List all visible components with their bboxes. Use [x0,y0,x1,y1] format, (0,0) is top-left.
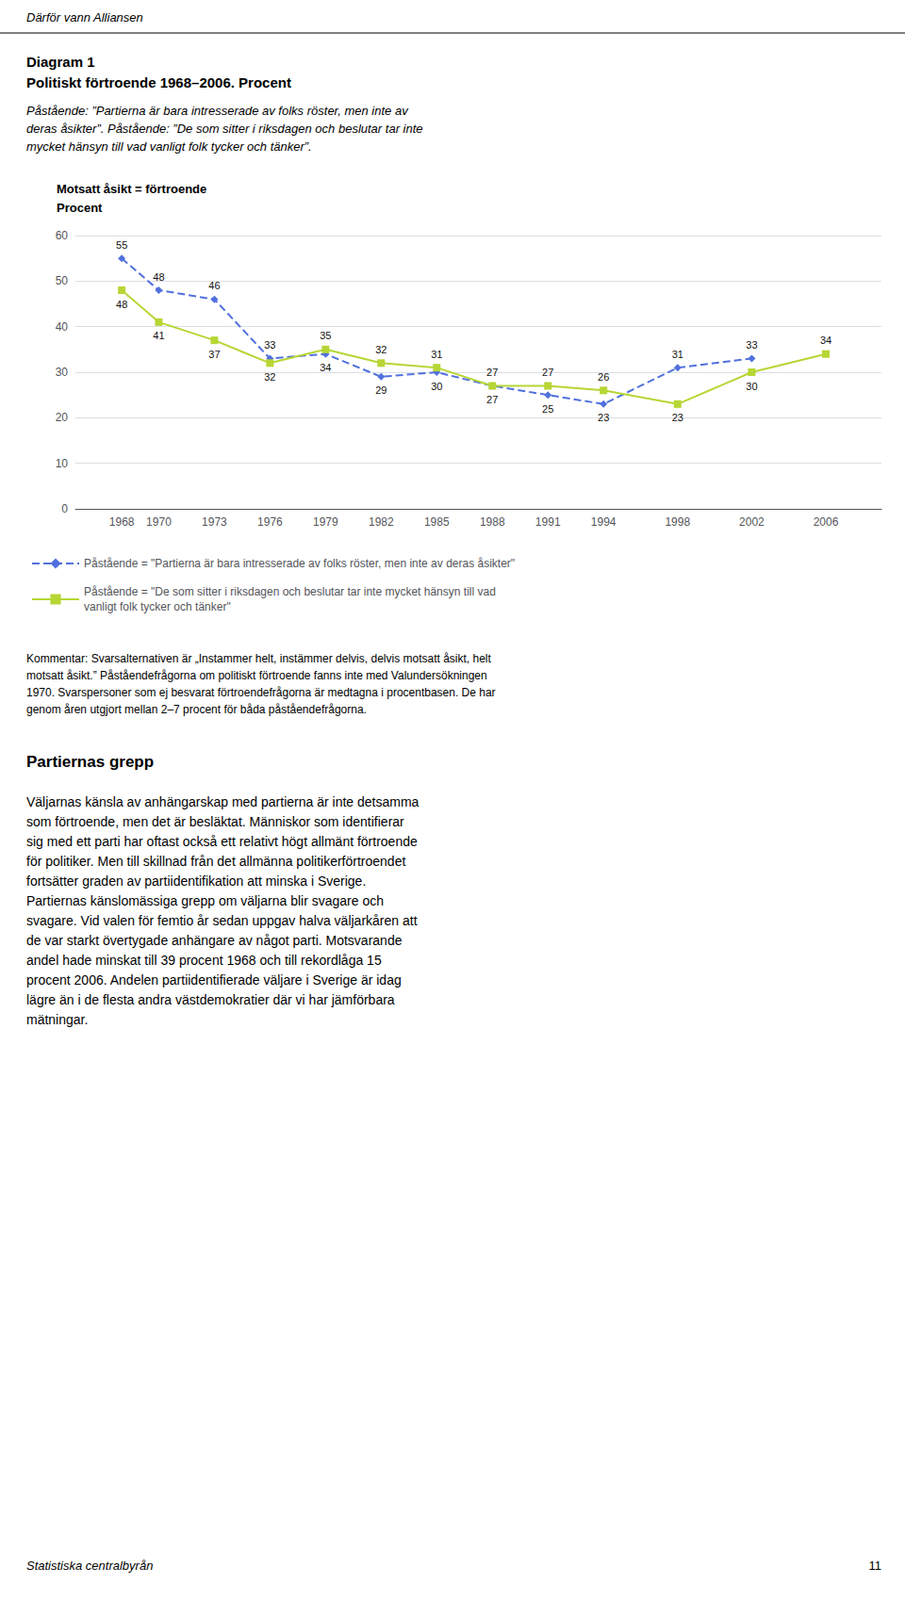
svg-text:procent 2006. Andelen partiide: procent 2006. Andelen partiidentifierade… [26,972,402,988]
svg-text:1991: 1991 [535,515,561,529]
svg-text:1998: 1998 [664,515,691,529]
svg-text:27: 27 [542,366,554,379]
svg-text:Påstående = "De som sitter i r: Påstående = "De som sitter i riksdagen o… [83,585,496,599]
svg-text:1973: 1973 [201,515,228,529]
svg-text:33: 33 [263,339,276,351]
svg-text:1979: 1979 [312,515,339,529]
svg-text:25: 25 [542,403,554,415]
svg-text:0: 0 [61,502,68,516]
svg-text:Partiernas grepp: Partiernas grepp [26,753,154,772]
svg-text:1968: 1968 [109,515,135,529]
svg-text:34: 34 [820,334,832,346]
svg-text:35: 35 [319,329,331,342]
svg-text:23: 23 [597,411,609,424]
svg-text:de var starkt övertygade anhän: de var starkt övertygade anhängare av nå… [26,933,403,949]
svg-text:30: 30 [430,380,443,393]
svg-text:Statistiska centralbyrån: Statistiska centralbyrån [26,1559,153,1574]
svg-text:31: 31 [672,348,684,361]
svg-text:Motsatt åsikt = förtroende: Motsatt åsikt = förtroende [56,181,207,197]
svg-text:Partiernas känslomässiga grepp: Partiernas känslomässiga grepp om väljar… [26,893,384,909]
svg-text:1970. Svarspersoner som ej bes: 1970. Svarspersoner som ej besvarat fört… [26,686,496,700]
svg-text:Politiskt förtroende 1968–2006: Politiskt förtroende 1968–2006. Procent [26,74,292,91]
svg-text:48: 48 [152,271,165,283]
svg-text:1982: 1982 [368,515,395,529]
svg-text:motsatt åsikt.” Påståendefrågo: motsatt åsikt.” Påståendefrågorna om pol… [26,669,488,683]
svg-text:27: 27 [486,394,498,406]
svg-text:41: 41 [152,329,165,342]
svg-text:30: 30 [55,365,69,379]
svg-text:Därför vann Alliansen: Därför vann Alliansen [26,10,144,25]
svg-text:26: 26 [597,371,609,383]
svg-text:andel hade minskat till 39 pro: andel hade minskat till 39 procent 1968 … [26,953,382,969]
svg-text:46: 46 [208,279,220,292]
svg-text:1970: 1970 [146,515,172,529]
svg-text:Diagram 1: Diagram 1 [26,53,96,70]
svg-text:Väljarnas känsla av anhängarsk: Väljarnas känsla av anhängarskap med par… [26,794,420,810]
svg-text:32: 32 [263,371,276,383]
svg-text:1976: 1976 [257,515,283,529]
svg-text:som förtroende, men det är bes: som förtroende, men det är besläktat. Mä… [26,814,405,830]
svg-text:50: 50 [55,274,69,288]
svg-text:10: 10 [55,457,69,471]
svg-text:40: 40 [55,320,69,334]
svg-text:23: 23 [672,411,684,424]
svg-text:Påstående: ”Partierna är bara: Påstående: ”Partierna är bara intressera… [26,103,410,118]
svg-text:32: 32 [375,344,387,356]
svg-text:33: 33 [745,339,757,351]
svg-text:31: 31 [430,348,443,361]
svg-text:för politiker. Men till skilln: för politiker. Men till skillnad från de… [26,854,406,870]
svg-text:1994: 1994 [591,515,617,529]
svg-text:29: 29 [375,384,387,396]
svg-text:svagare. Vid valen för femtio: svagare. Vid valen för femtio år sedan u… [26,913,418,929]
svg-text:48: 48 [115,298,128,311]
svg-text:genom åren utgjort mellan 2–7: genom åren utgjort mellan 2–7 procent fö… [26,703,367,717]
svg-text:1988: 1988 [479,515,506,529]
svg-text:Påstående = "Partierna är bara: Påstående = "Partierna är bara intresser… [83,557,515,571]
svg-text:sig med ett parti har oftast o: sig med ett parti har oftast också ett r… [26,834,418,850]
svg-text:1985: 1985 [424,515,450,529]
svg-text:mätningar.: mätningar. [26,1012,88,1028]
svg-text:2002: 2002 [739,515,765,529]
svg-text:fortsätter graden av partiiden: fortsätter graden av partiidentifikation… [26,873,366,889]
svg-text:30: 30 [745,380,757,393]
svg-text:55: 55 [115,239,128,251]
svg-text:27: 27 [486,366,498,379]
svg-text:lägre än i de flesta andra väs: lägre än i de flesta andra västdemokrati… [26,992,395,1008]
svg-text:Kommentar: Svarsalternativen ä: Kommentar: Svarsalternativen är „Instamm… [26,652,493,666]
svg-text:mycket hänsyn till vad vanligt: mycket hänsyn till vad vanligt folk tyck… [26,139,313,154]
svg-text:deras åsikter”. Påstående: ”De: deras åsikter”. Påstående: ”De som sitte… [26,121,424,136]
svg-text:11: 11 [869,1559,883,1574]
svg-text:60: 60 [55,229,69,243]
svg-text:2006: 2006 [813,515,840,529]
svg-text:Procent: Procent [56,200,103,215]
svg-text:37: 37 [208,348,220,361]
svg-text:34: 34 [319,362,331,374]
svg-text:vanligt folk tycker och tänker: vanligt folk tycker och tänker" [83,600,231,614]
svg-text:20: 20 [55,411,69,425]
